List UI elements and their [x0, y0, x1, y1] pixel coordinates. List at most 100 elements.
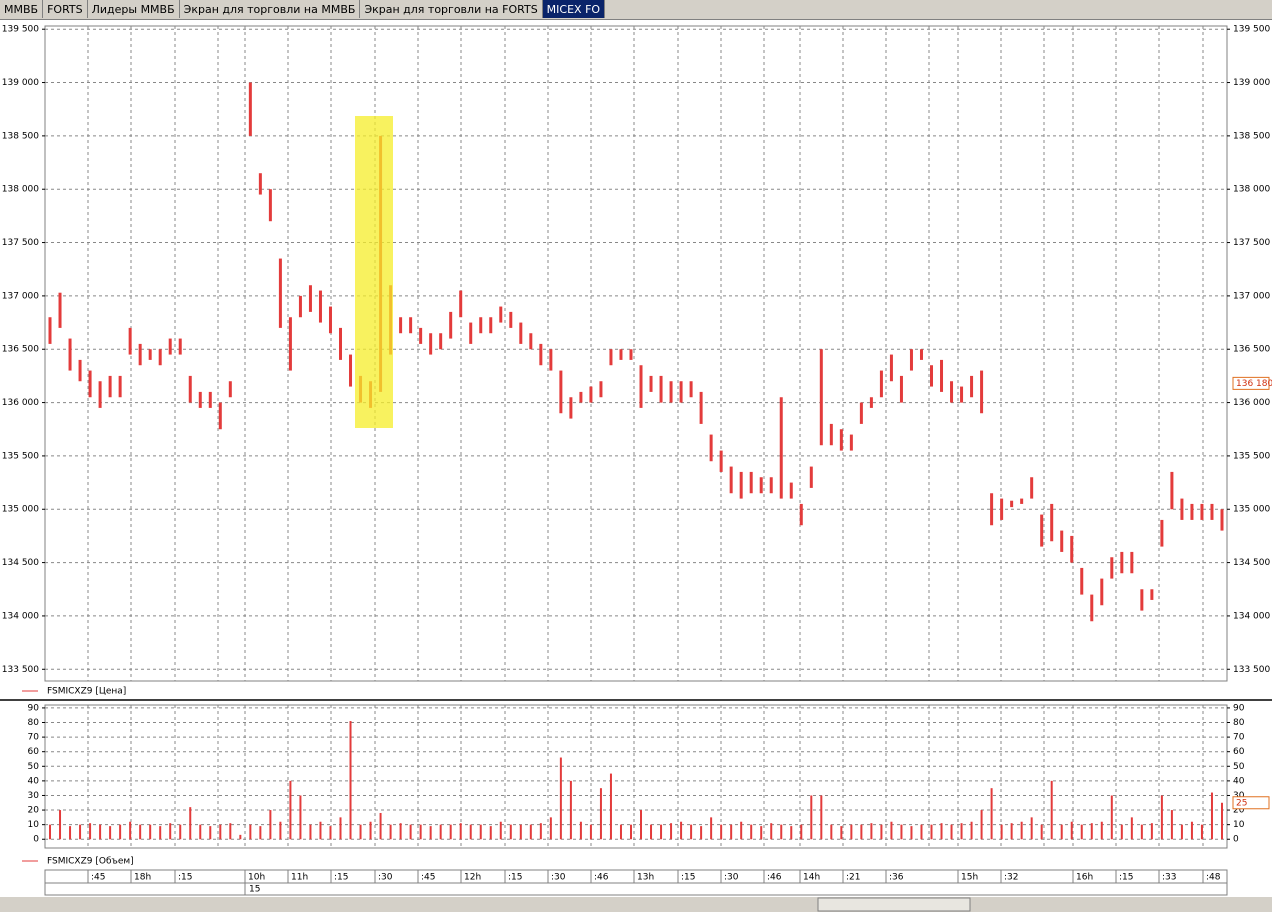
volume-bar — [640, 810, 643, 840]
volume-bar — [109, 826, 112, 840]
price-bar — [298, 295, 302, 318]
price-bar — [108, 375, 112, 398]
volume-bar — [349, 721, 352, 840]
price-bar — [58, 292, 62, 328]
tab-bar: ММВБ FORTS Лидеры ММВБ Экран для торговли н… — [0, 0, 1272, 20]
tab[interactable]: ММВБ — [0, 0, 44, 18]
tab[interactable]: FORTS — [43, 0, 88, 18]
volume-bar — [299, 795, 302, 840]
price-bar — [208, 391, 212, 408]
volume-bar — [599, 788, 602, 840]
chart-area: 133 500 133 500 134 000 134 000 134 500 134 5… — [0, 20, 1272, 912]
volume-bar — [710, 817, 713, 840]
volume-bar — [1120, 824, 1123, 840]
price-bar — [399, 317, 403, 334]
time-label: 10h — [248, 873, 265, 883]
price-bar — [1090, 594, 1094, 622]
scrollbar[interactable] — [0, 897, 1272, 912]
price-bar — [509, 311, 513, 328]
price-bar — [950, 381, 954, 403]
volume-bar — [199, 824, 202, 840]
volume-bar — [1050, 780, 1053, 840]
time-label: 15h — [961, 873, 978, 883]
y-tick-label-right: 30 — [1233, 791, 1245, 801]
price-bar — [88, 370, 92, 398]
price-bar — [619, 349, 623, 360]
volume-bar — [139, 824, 142, 840]
volume-bar — [479, 824, 482, 840]
y-tick-label-right: 20 — [1233, 806, 1245, 816]
tab[interactable]: Лидеры ММВБ — [88, 0, 180, 18]
time-label: :15 — [334, 873, 348, 883]
price-bar — [679, 381, 683, 403]
price-bar — [659, 375, 663, 403]
y-tick-label-right: 80 — [1233, 718, 1245, 728]
volume-bar — [900, 824, 903, 840]
last-value-box — [1232, 796, 1270, 810]
price-bar — [1180, 498, 1184, 520]
y-tick-label: 70 — [28, 733, 40, 743]
y-tick-label-right: 134 000 — [1233, 611, 1270, 621]
price-bar — [729, 466, 733, 494]
price-bar — [940, 359, 944, 392]
price-bar — [1150, 589, 1154, 600]
volume-bar — [850, 824, 853, 840]
y-tick-label: 134 000 — [2, 611, 39, 621]
price-bar — [1110, 557, 1114, 579]
time-label: :33 — [1162, 873, 1176, 883]
highlight — [355, 116, 393, 428]
volume-bar — [369, 821, 372, 840]
tab[interactable]: Экран для торговли на FORTS — [360, 0, 543, 18]
price-bar — [569, 397, 573, 419]
y-tick-label-right: 137 500 — [1233, 238, 1270, 248]
volume-bar — [329, 826, 332, 840]
y-tick-label: 134 500 — [2, 558, 39, 568]
y-tick-label-right: 138 500 — [1233, 131, 1270, 141]
price-bar — [268, 189, 272, 222]
tab[interactable]: MICEX FO — [542, 0, 606, 18]
y-tick-label-right: 40 — [1233, 776, 1245, 786]
time-label: 12h — [464, 873, 481, 883]
price-bar — [529, 333, 533, 350]
volume-bar — [1210, 792, 1213, 840]
price-bar — [960, 386, 964, 403]
volume-bar — [609, 773, 612, 840]
price-bar — [178, 338, 182, 355]
price-bar — [849, 434, 853, 451]
volume-bar — [289, 780, 292, 840]
price-bar — [469, 322, 473, 344]
y-tick-label-right: 133 500 — [1233, 665, 1270, 675]
last-value-box — [1232, 376, 1270, 390]
price-bar — [218, 402, 222, 430]
price-bar — [689, 381, 693, 398]
time-label: :48 — [1206, 873, 1221, 883]
price-bar — [188, 375, 192, 403]
last-value-label: 25 — [1236, 798, 1247, 808]
volume-bar — [219, 824, 222, 840]
price-bar — [1020, 498, 1024, 504]
volume-bar — [720, 824, 723, 840]
tab[interactable]: Экран для торговли на ММВБ — [180, 0, 361, 18]
price-bar — [1130, 551, 1134, 574]
scrollbar-thumb[interactable] — [817, 897, 971, 912]
price-bar — [439, 333, 443, 350]
volume-bar — [379, 812, 382, 840]
price-bar — [1100, 578, 1104, 606]
price-bar — [148, 349, 152, 360]
price-bar — [970, 375, 974, 398]
volume-bar — [179, 824, 182, 840]
volume-bar — [950, 824, 953, 840]
volume-bar — [680, 821, 683, 840]
volume-bar — [920, 824, 923, 840]
time-label: :32 — [1004, 873, 1018, 883]
price-bar — [479, 317, 483, 334]
price-bar — [889, 354, 893, 382]
price-bar — [459, 290, 463, 318]
y-tick-label: 139 500 — [2, 25, 39, 35]
volume-bar — [319, 821, 322, 840]
time-label: 18h — [134, 873, 151, 883]
y-tick-label: 0 — [33, 835, 39, 845]
volume-bar — [79, 824, 82, 840]
volume-bar — [810, 795, 813, 840]
